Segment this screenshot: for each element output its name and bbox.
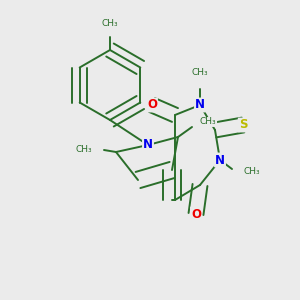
Text: O: O <box>147 98 157 112</box>
Text: S: S <box>239 118 247 131</box>
Text: CH₃: CH₃ <box>102 19 118 28</box>
Text: CH₃: CH₃ <box>200 118 217 127</box>
Text: N: N <box>143 139 153 152</box>
Text: CH₃: CH₃ <box>75 146 92 154</box>
Text: O: O <box>191 208 201 220</box>
Text: CH₃: CH₃ <box>192 68 208 77</box>
Text: CH₃: CH₃ <box>244 167 261 176</box>
Text: N: N <box>215 154 225 166</box>
Text: N: N <box>195 98 205 112</box>
